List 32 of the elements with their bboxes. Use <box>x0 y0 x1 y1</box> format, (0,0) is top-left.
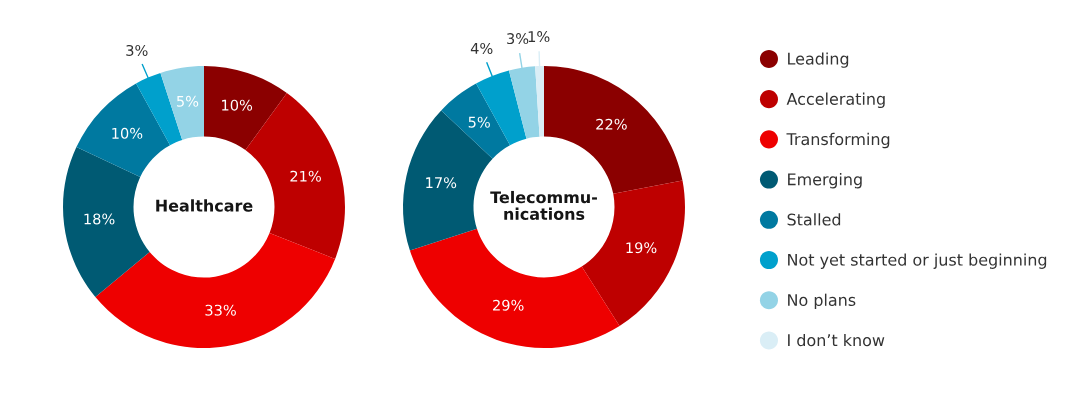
data-label: 17% <box>426 177 457 189</box>
text: Healthcare <box>156 199 253 212</box>
legend-label: Transforming <box>786 132 890 149</box>
data-label: 1% <box>528 31 550 43</box>
legend-label: Not yet started or just beginning <box>788 253 1047 269</box>
donut-slice <box>204 66 287 150</box>
data-label: 19% <box>626 242 657 254</box>
text: Telecommu- nications <box>490 190 597 220</box>
data-label: 3% <box>126 44 148 56</box>
donut-slice <box>76 83 171 177</box>
donut-slice <box>160 66 204 140</box>
donut-slice <box>441 83 511 159</box>
legend-label: Leading <box>788 52 849 68</box>
data-label: 5% <box>177 95 199 107</box>
data-label: 10% <box>222 99 253 111</box>
legend-label: Stalled <box>787 213 841 226</box>
data-label: 5% <box>468 116 490 128</box>
data-label: 21% <box>290 170 321 182</box>
data-label: 33% <box>205 304 236 316</box>
legend-label: Accelerating <box>786 92 885 109</box>
data-label: 29% <box>493 299 524 311</box>
donut-slice <box>95 232 336 348</box>
data-label: 3% <box>507 33 529 45</box>
donut-slice <box>409 228 620 348</box>
legend-label: I don’t know <box>788 333 885 347</box>
data-label: 10% <box>112 127 143 139</box>
legend-label: Emerging <box>788 173 862 189</box>
donut-slice <box>63 146 150 297</box>
legend-label: No plans <box>788 293 856 310</box>
data-label: 22% <box>596 118 627 130</box>
data-label: 4% <box>470 42 493 54</box>
data-label: 18% <box>84 213 115 225</box>
